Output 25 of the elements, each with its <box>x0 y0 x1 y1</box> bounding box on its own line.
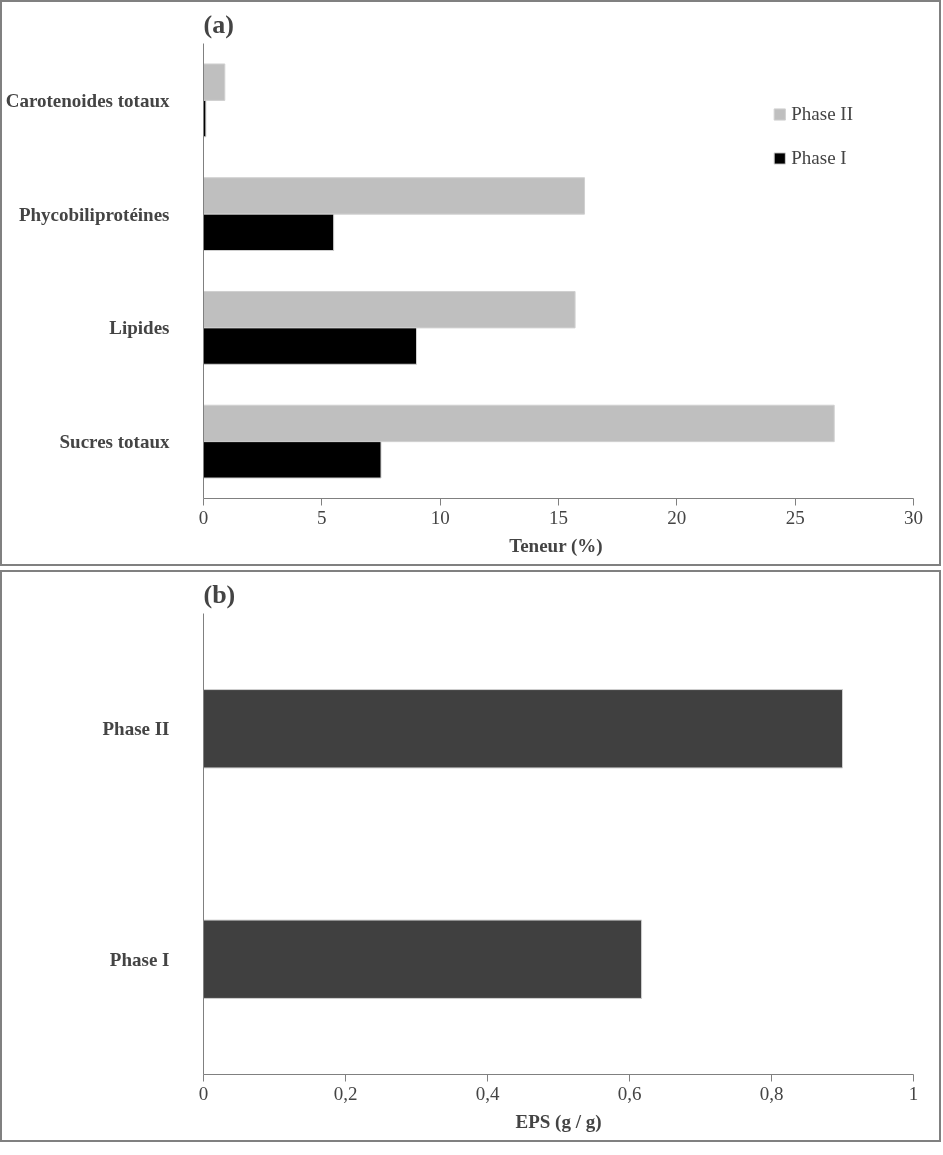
chart-title: (a) <box>203 9 234 39</box>
x-tick-label: 0 <box>198 506 209 528</box>
x-axis-title: EPS (g / g) <box>515 1110 602 1133</box>
y-tick-label: Carotenoides totaux <box>5 89 170 111</box>
legend-label: Phase I <box>791 147 847 169</box>
x-tick-label: 25 <box>785 506 805 528</box>
legend-label: Phase II <box>791 103 853 125</box>
y-tick-label: Phycobiliprotéines <box>18 203 170 225</box>
x-tick-label: 30 <box>904 506 923 528</box>
x-tick-label: 15 <box>549 506 568 528</box>
chart-title: (b) <box>203 579 236 609</box>
y-tick-label: Sucres totaux <box>59 431 170 453</box>
x-tick-label: 10 <box>430 506 450 528</box>
x-tick-label: 0,6 <box>617 1082 642 1104</box>
y-tick-label: Phase II <box>102 718 170 740</box>
y-tick-label: Lipides <box>109 317 170 339</box>
x-tick-label: 0,2 <box>333 1082 358 1104</box>
x-tick-label: 0,8 <box>759 1082 784 1104</box>
x-tick-label: 5 <box>317 506 327 528</box>
x-tick-label: 0 <box>198 1082 209 1104</box>
x-axis-title: Teneur (%) <box>509 534 603 557</box>
y-tick-label: Phase I <box>109 948 170 970</box>
x-tick-label: 20 <box>667 506 687 528</box>
x-tick-label: 0,4 <box>475 1082 500 1104</box>
x-tick-label: 1 <box>908 1082 919 1104</box>
